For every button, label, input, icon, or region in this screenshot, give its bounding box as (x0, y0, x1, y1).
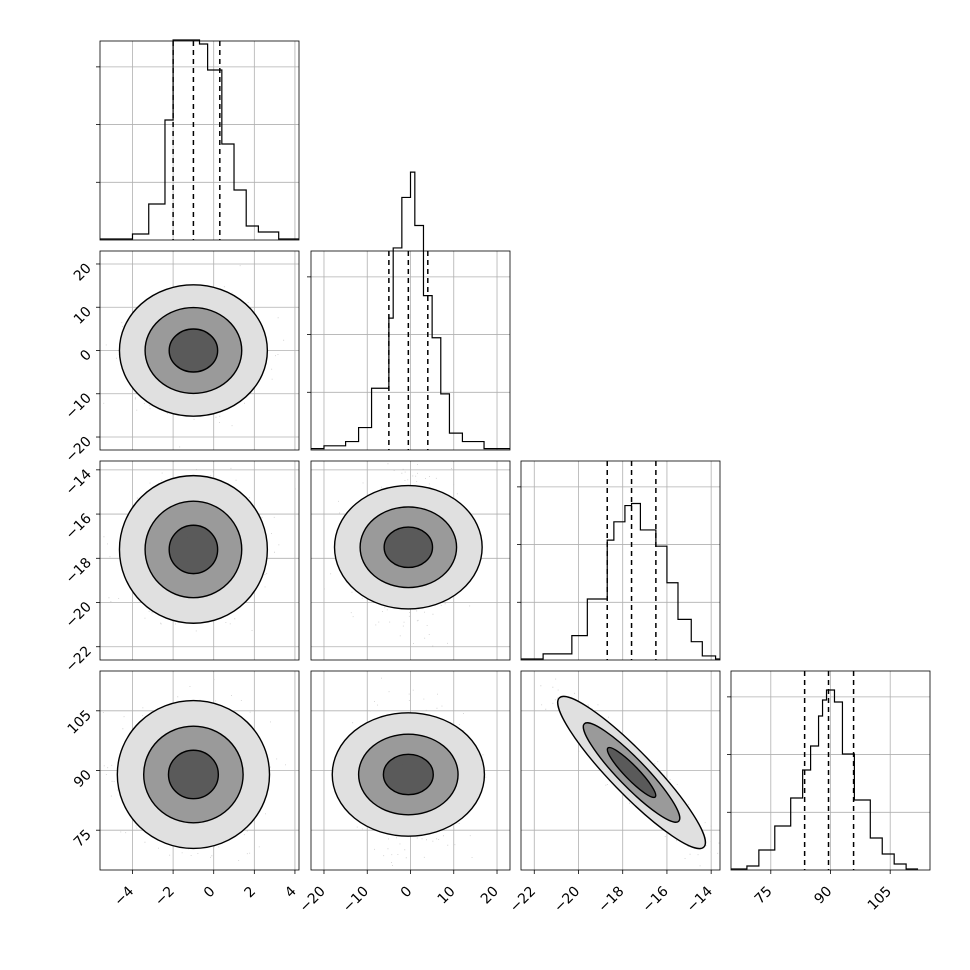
scatter-frame (99, 460, 300, 661)
xtick-label-p0-4: 4 (282, 883, 300, 901)
xtick-label-p1-1: −10 (340, 884, 372, 916)
ytick-label-p1-3: 10 (71, 304, 95, 328)
xtick-label-p2-2: −18 (595, 884, 627, 916)
hist-steps-p0 (100, 39, 299, 240)
ytick-label-p1-0: −20 (63, 434, 95, 466)
density-core (179, 761, 208, 788)
xtick-label-p3-0: 75 (752, 884, 776, 908)
ytick-label-p2-4: −14 (63, 466, 95, 498)
xtick-label-p0-2: 0 (201, 884, 219, 902)
hist-frame-p2 (520, 460, 721, 661)
scatter-panel-1-0 (99, 250, 300, 451)
xtick-label-p2-3: −16 (640, 883, 672, 915)
ytick-label-p3-2: 105 (65, 707, 95, 737)
ytick-label-p3-0: 75 (71, 827, 95, 851)
xtick-label-p3-2: 105 (865, 884, 895, 914)
density-core (180, 536, 207, 563)
xtick-label-p0-0: −4 (111, 883, 137, 909)
scatter-panel-2-1 (310, 460, 511, 661)
xtick-label-p2-0: −22 (507, 884, 539, 916)
scatter-panel-3-2 (520, 670, 721, 871)
xtick-label-p0-1: −2 (152, 884, 178, 910)
xtick-label-p0-3: 2 (242, 884, 260, 902)
hist-frame-p0 (99, 40, 300, 241)
density-core (394, 763, 423, 786)
xtick-label-p1-2: 0 (398, 884, 416, 902)
ytick-label-p1-4: 20 (71, 260, 95, 284)
hist-steps-p2 (521, 502, 720, 660)
ytick-label-p1-1: −10 (63, 390, 95, 422)
scatter-frame (520, 670, 721, 871)
xtick-label-p1-4: 20 (478, 884, 502, 908)
xtick-label-p2-1: −20 (551, 884, 583, 916)
hist-steps-p3 (731, 689, 919, 870)
xtick-label-p3-1: 90 (811, 884, 835, 908)
scatter-panel-3-0 (99, 670, 300, 871)
xtick-label-p2-4: −14 (684, 883, 716, 915)
scatter-panel-2-0 (99, 460, 300, 661)
hist-panel-p0 (96, 39, 300, 241)
density-core (394, 536, 422, 559)
hist-frame-p1 (310, 250, 511, 451)
density-core (618, 758, 645, 787)
hist-steps-p1 (311, 171, 510, 450)
scatter-panel-3-1 (310, 670, 511, 871)
hist-panel-p1 (307, 171, 511, 451)
ytick-label-p1-2: 0 (77, 347, 95, 365)
hist-panel-p3 (727, 670, 931, 871)
ytick-label-p2-3: −16 (63, 511, 95, 543)
hist-panel-p2 (517, 460, 721, 661)
ytick-label-p3-1: 90 (71, 767, 95, 791)
scatter-frame (310, 460, 511, 661)
ytick-label-p2-2: −18 (63, 555, 95, 587)
xtick-label-p1-3: 10 (435, 884, 459, 908)
density-core (180, 338, 207, 363)
ytick-label-p2-1: −20 (63, 599, 95, 631)
ytick-label-p2-0: −22 (63, 643, 95, 675)
xtick-label-p1-0: −20 (297, 884, 329, 916)
